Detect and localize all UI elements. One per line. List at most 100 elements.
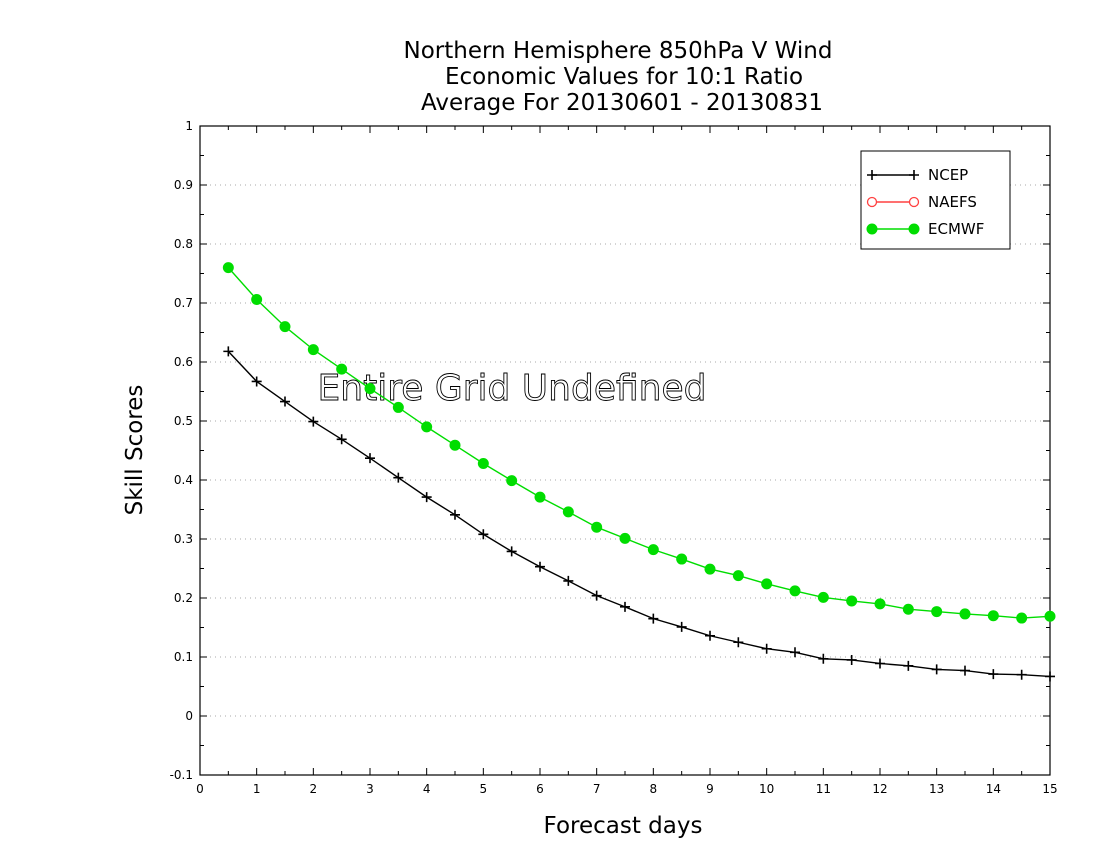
- legend-marker-left-ecmwf: [866, 223, 878, 235]
- data-point-ecmwf-25: [931, 606, 943, 618]
- grid: [200, 184, 1050, 717]
- data-point-ecmwf-7: [421, 421, 433, 433]
- data-point-ncep-14: [620, 601, 630, 612]
- y-tick-label-9: 0.8: [174, 237, 193, 251]
- data-point-ecmwf-1: [251, 293, 263, 305]
- series: [222, 262, 1056, 682]
- y-tick-label-8: 0.7: [174, 296, 193, 310]
- legend-label-ecmwf: ECMWF: [928, 220, 984, 238]
- x-tick-label-7: 7: [593, 782, 601, 796]
- x-tick-label-12: 12: [872, 782, 887, 796]
- x-tick-label-9: 9: [706, 782, 714, 796]
- x-tick-label-1: 1: [253, 782, 261, 796]
- data-point-ecmwf-13: [591, 521, 603, 533]
- legend-item-ncep: NCEP: [867, 166, 968, 184]
- data-point-ncep-8: [450, 509, 460, 520]
- data-point-ecmwf-27: [987, 610, 999, 622]
- data-point-ecmwf-12: [562, 506, 574, 518]
- data-point-ncep-27: [988, 669, 999, 680]
- data-point-ncep-20: [790, 647, 800, 658]
- y-tick-label-3: 0.2: [174, 591, 193, 605]
- y-tick-label-11: 1: [185, 119, 193, 133]
- data-point-ncep-18: [733, 637, 744, 648]
- data-point-ecmwf-19: [761, 578, 773, 590]
- y-tick-label-5: 0.4: [174, 473, 193, 487]
- data-point-ncep-23: [875, 658, 885, 669]
- x-tick-label-11: 11: [816, 782, 831, 796]
- data-point-ecmwf-2: [279, 321, 291, 333]
- data-point-ecmwf-10: [506, 475, 518, 487]
- x-tick-label-4: 4: [423, 782, 431, 796]
- legend-box: [860, 150, 1011, 250]
- legend-marker-left-ncep: [867, 170, 877, 180]
- x-tick-label-5: 5: [480, 782, 488, 796]
- legend-label-naefs: NAEFS: [928, 193, 977, 211]
- data-point-ncep-11: [535, 561, 545, 572]
- data-point-ncep-28: [1016, 669, 1027, 680]
- data-point-ncep-16: [676, 621, 687, 632]
- x-tick-label-15: 15: [1042, 782, 1057, 796]
- data-point-ecmwf-11: [534, 491, 546, 503]
- data-point-ecmwf-9: [477, 457, 489, 469]
- y-axis-label: Skill Scores: [122, 385, 148, 516]
- series-line-ecmwf: [227, 267, 1051, 619]
- series-ecmwf: [222, 262, 1056, 624]
- x-tick-label-14: 14: [986, 782, 1001, 796]
- data-point-ncep-6: [393, 472, 404, 483]
- data-point-ecmwf-20: [789, 585, 801, 597]
- data-point-ecmwf-23: [874, 598, 886, 610]
- data-point-ncep-2: [280, 396, 290, 407]
- data-point-ecmwf-14: [619, 532, 631, 544]
- data-point-ncep-24: [903, 660, 914, 671]
- data-point-ncep-17: [705, 630, 715, 641]
- data-point-ncep-25: [931, 664, 942, 675]
- data-point-ecmwf-3: [307, 344, 319, 356]
- data-point-ncep-3: [308, 416, 319, 427]
- legend-marker-right-ecmwf: [908, 223, 920, 235]
- x-tick-label-13: 13: [929, 782, 944, 796]
- x-tick-label-10: 10: [759, 782, 774, 796]
- x-axis-label: Forecast days: [544, 813, 703, 839]
- data-point-ecmwf-6: [392, 401, 404, 413]
- data-point-ncep-9: [478, 529, 489, 540]
- series-ncep: [223, 346, 1055, 682]
- data-point-ncep-13: [591, 590, 602, 601]
- annotation-text: Entire Grid Undefined: [318, 368, 707, 409]
- data-point-ecmwf-4: [336, 363, 348, 375]
- data-point-ncep-4: [336, 434, 347, 445]
- data-point-ncep-22: [846, 654, 857, 665]
- chart-title-line-2: Economic Values for 10:1 Ratio: [445, 64, 803, 90]
- data-point-ncep-12: [563, 575, 574, 586]
- x-tick-label-6: 6: [536, 782, 544, 796]
- data-point-ncep-19: [761, 643, 772, 654]
- y-tick-label-10: 0.9: [174, 178, 193, 192]
- legend-item-ecmwf: ECMWF: [866, 220, 984, 238]
- y-tick-label-7: 0.6: [174, 355, 193, 369]
- data-point-ecmwf-22: [846, 595, 858, 607]
- y-tick-label-2: 0.1: [174, 650, 193, 664]
- legend-marker-right-ncep: [909, 170, 919, 180]
- x-tick-label-3: 3: [366, 782, 374, 796]
- legend-label-ncep: NCEP: [928, 166, 968, 184]
- data-point-ecmwf-29: [1044, 610, 1056, 622]
- x-tick-label-8: 8: [650, 782, 658, 796]
- data-point-ecmwf-21: [817, 591, 829, 603]
- data-point-ecmwf-18: [732, 570, 744, 582]
- y-tick-label-4: 0.3: [174, 532, 193, 546]
- data-point-ecmwf-5: [364, 383, 376, 395]
- data-point-ecmwf-26: [959, 608, 971, 620]
- data-point-ncep-7: [421, 492, 432, 503]
- data-point-ncep-10: [506, 546, 517, 557]
- legend-item-naefs: NAEFS: [866, 193, 977, 211]
- data-point-ncep-5: [365, 453, 375, 464]
- data-point-ecmwf-16: [676, 553, 688, 565]
- x-axis-ticks: 0 1 2 3 4 5 6 7 8 9 10 11 12 13 14 15: [196, 126, 1058, 796]
- data-point-ecmwf-28: [1016, 612, 1028, 624]
- y-tick-label-1: 0: [185, 709, 193, 723]
- legend: NCEP NAEFS ECMWF: [860, 150, 1011, 250]
- x-tick-label-0: 0: [196, 782, 204, 796]
- y-tick-label-0: -0.1: [170, 768, 193, 782]
- legend-marker-right-naefs: [908, 196, 920, 208]
- data-point-ecmwf-15: [647, 544, 659, 556]
